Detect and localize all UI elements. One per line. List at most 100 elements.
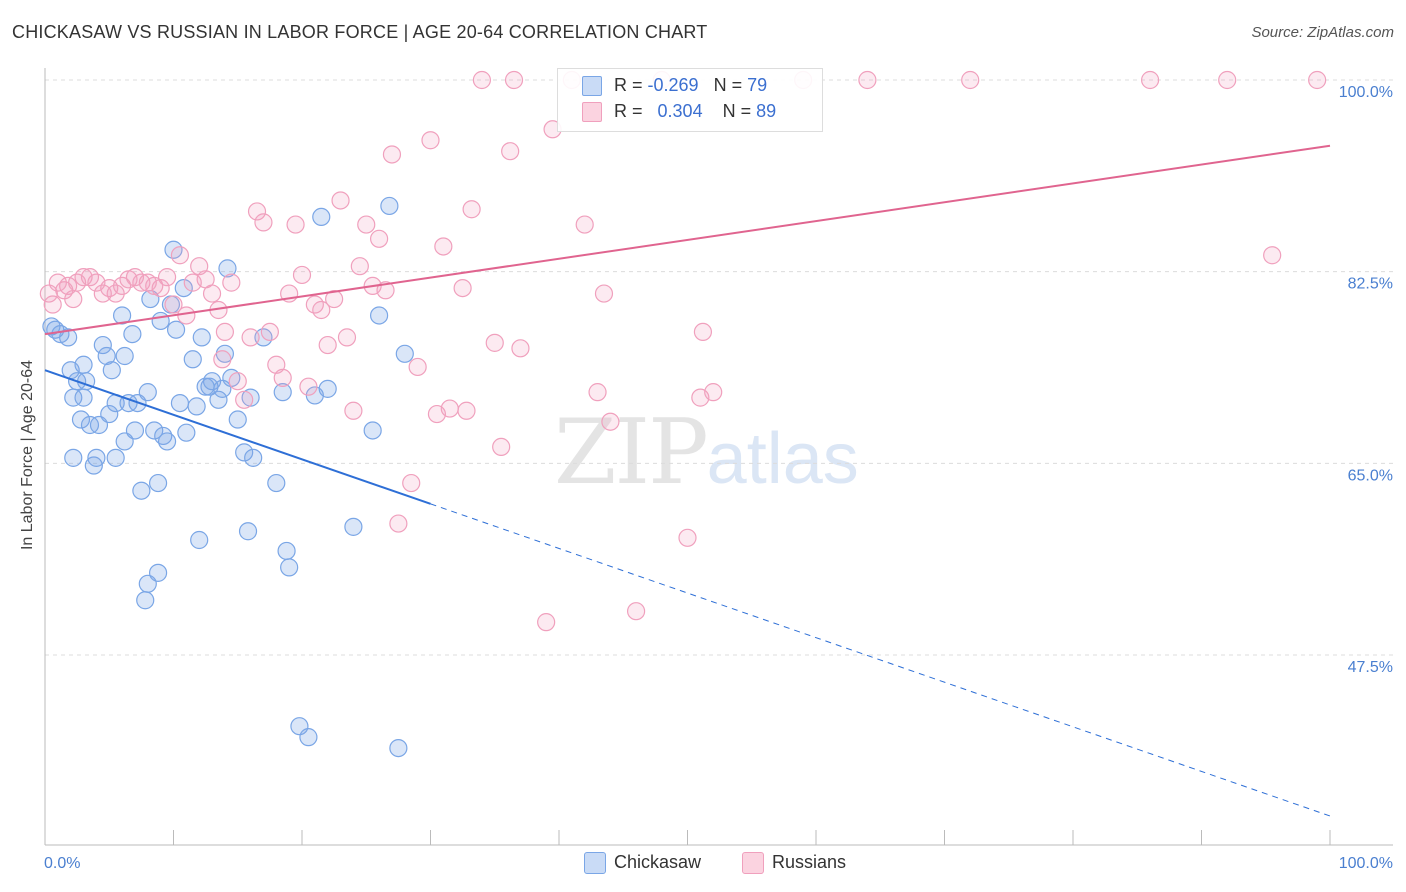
russians-legend-swatch: [742, 852, 764, 875]
chickasaw-point: [395, 344, 414, 363]
chickasaw-point: [123, 324, 142, 344]
chickasaw-point: [273, 383, 292, 402]
chickasaw-point: [370, 306, 389, 325]
chickasaw-point: [280, 558, 299, 577]
russians-point: [472, 70, 491, 90]
russians-point: [292, 265, 312, 285]
chickasaw-point: [363, 421, 382, 440]
legend-r-value: -0.269: [647, 75, 699, 95]
chickasaw-point: [190, 530, 209, 550]
russians-point: [202, 284, 222, 303]
chickasaw-point: [157, 432, 177, 451]
chickasaw-point: [74, 355, 93, 374]
legend-r-label: R =: [614, 101, 643, 121]
russians-point: [389, 514, 408, 533]
russians-point: [325, 289, 344, 309]
y-tick-label: 100.0%: [1339, 84, 1393, 101]
russians-point: [693, 322, 713, 342]
russians-point: [164, 295, 183, 314]
russians-point: [501, 142, 520, 161]
chickasaw-trend-line: [44, 369, 431, 505]
chickasaw-point: [145, 421, 164, 440]
chickasaw-point: [74, 388, 93, 407]
russians-point: [408, 357, 427, 377]
russians-point: [704, 383, 723, 402]
chickasaw-point: [277, 541, 296, 561]
russians-trend-line: [44, 144, 1331, 336]
russians-point: [337, 328, 357, 347]
chickasaw-swatch: [582, 76, 602, 97]
russians-point: [241, 328, 260, 347]
russians-point: [1308, 70, 1327, 90]
chickasaw-point: [170, 393, 190, 413]
russians-point: [434, 237, 453, 256]
russians-point: [170, 246, 190, 265]
russians-point: [1218, 70, 1237, 90]
russians-point: [440, 399, 459, 418]
chart-source: Source: ZipAtlas.com: [1251, 24, 1394, 41]
chickasaw-legend-swatch: [584, 852, 606, 875]
russians-point: [370, 229, 389, 248]
chart-title: CHICKASAW VS RUSSIAN IN LABOR FORCE | AG…: [12, 22, 708, 42]
russians-point: [157, 268, 177, 287]
russians-point: [485, 333, 504, 352]
chickasaw-point: [187, 397, 206, 416]
chickasaw-point: [389, 738, 408, 758]
y-tick-label: 65.0%: [1348, 467, 1393, 484]
russians-point: [504, 70, 524, 90]
russians-point: [1140, 70, 1160, 90]
russians-point: [421, 131, 440, 150]
legend-row-chickasaw: R = -0.269 N = 79: [582, 75, 767, 99]
chickasaw-point: [196, 377, 215, 396]
chickasaw-point: [102, 361, 121, 380]
chickasaw-point: [238, 522, 258, 541]
chickasaw-point: [115, 346, 134, 366]
russians-point: [357, 215, 376, 234]
chickasaw-point: [192, 328, 211, 347]
russians-point: [626, 602, 646, 621]
chickasaw-point: [183, 350, 202, 369]
chickasaw-point: [71, 410, 91, 429]
russians-point: [260, 322, 279, 342]
chickasaw-point: [267, 473, 286, 493]
russians-point: [961, 70, 980, 90]
chickasaw-point: [218, 259, 237, 278]
x-tick-label: 0.0%: [44, 855, 80, 872]
chickasaw-point: [299, 728, 318, 747]
chickasaw-point: [209, 390, 228, 409]
chickasaw-point: [100, 404, 119, 424]
chickasaw-point: [138, 574, 157, 593]
legend-item-chickasaw: Chickasaw: [584, 852, 701, 875]
russians-point: [588, 383, 607, 402]
russians-point: [1263, 246, 1282, 265]
stats-legend: R = -0.269 N = 79 R = 0.304 N = 89: [557, 68, 823, 132]
chickasaw-point: [112, 306, 132, 325]
chickasaw-point: [380, 196, 399, 216]
russians-point: [286, 215, 305, 234]
chickasaw-point: [97, 346, 116, 366]
russians-point: [858, 70, 877, 90]
chickasaw-point: [244, 448, 263, 467]
chickasaw-point: [166, 320, 186, 339]
russians-point: [331, 191, 350, 210]
russians-swatch: [582, 102, 602, 123]
russians-point: [678, 528, 697, 547]
russians-point: [213, 350, 232, 369]
chickasaw-trend-extension: [430, 503, 1331, 817]
russians-point: [228, 372, 247, 391]
russians-point: [254, 213, 273, 232]
chickasaw-point: [174, 278, 193, 298]
legend-n-label: N =: [713, 75, 743, 95]
russians-point: [350, 257, 369, 276]
russians-point: [299, 377, 318, 396]
tick-labels: 47.5% 65.0% 82.5% 100.0% 0.0% 100.0%: [44, 84, 1393, 872]
russians-point: [273, 368, 292, 388]
chickasaw-point: [151, 311, 170, 331]
russians-point: [376, 281, 395, 300]
watermark-atlas: atlas: [706, 419, 859, 499]
russians-point: [457, 401, 476, 420]
chickasaw-point: [132, 481, 151, 500]
legend-r-label: R =: [614, 75, 643, 95]
chickasaw-point: [318, 379, 337, 398]
